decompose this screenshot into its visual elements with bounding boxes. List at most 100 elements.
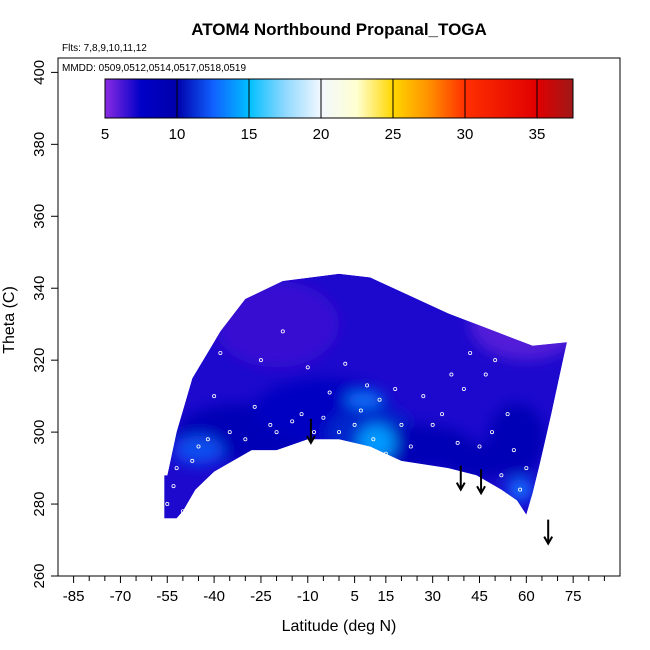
- sample-point: [180, 509, 185, 514]
- x-tick-label: 45: [471, 588, 488, 605]
- sample-point: [449, 372, 454, 377]
- colorbar-tick-label: 20: [313, 126, 330, 143]
- sample-point: [477, 444, 482, 449]
- x-tick-label: -85: [63, 588, 85, 605]
- field-patch: [357, 424, 396, 461]
- x-tick-label: -55: [156, 588, 178, 605]
- sample-point: [205, 437, 210, 442]
- colorbar-tick-label: 30: [457, 126, 474, 143]
- sample-point: [321, 415, 326, 420]
- dates-subtitle: MMDD: 0509,0512,0514,0517,0518,0519: [62, 63, 246, 74]
- x-tick-label: -70: [110, 588, 132, 605]
- field-patch: [214, 281, 339, 368]
- sample-point: [343, 361, 348, 366]
- flight-arrow: [543, 519, 554, 546]
- sample-point: [430, 422, 435, 427]
- flight-arrow: [455, 465, 466, 492]
- y-axis-label: Theta (C): [1, 286, 18, 354]
- sample-point: [268, 422, 273, 427]
- y-tick-label: 300: [31, 420, 48, 445]
- x-tick-label: 75: [565, 588, 582, 605]
- y-axis: 260 280 300 320 340 360 380 400: [31, 60, 58, 589]
- x-axis: -85 -70 -55 -40 -25 -10 5 15 30 45 60 75: [63, 575, 620, 605]
- sample-point: [533, 494, 538, 499]
- field-patch: [173, 435, 224, 465]
- x-tick-label: 30: [424, 588, 441, 605]
- sample-point: [280, 329, 285, 334]
- sample-point: [511, 448, 516, 453]
- sample-point: [258, 358, 263, 363]
- y-tick-label: 380: [31, 132, 48, 157]
- field-patch: [488, 403, 546, 476]
- sample-point: [171, 484, 176, 489]
- sample-point: [399, 422, 404, 427]
- sample-point: [243, 437, 248, 442]
- y-tick-label: 360: [31, 204, 48, 229]
- sample-point: [174, 466, 179, 471]
- sample-point: [336, 430, 341, 435]
- colorbar-tick-label: 35: [529, 126, 546, 143]
- sample-point: [371, 437, 376, 442]
- x-tick-label: 60: [518, 588, 535, 605]
- sample-point: [312, 430, 317, 435]
- flight-arrow: [476, 469, 486, 496]
- sample-point: [461, 386, 466, 391]
- sample-point: [524, 466, 529, 471]
- field-patch: [470, 288, 567, 361]
- sample-points: [165, 329, 541, 514]
- y-tick-label: 280: [31, 492, 48, 517]
- sample-point: [383, 451, 388, 456]
- sample-point: [358, 408, 363, 413]
- sample-point: [489, 430, 494, 435]
- concentration-field: [164, 273, 567, 519]
- sample-point: [365, 383, 370, 388]
- x-tick-label: -25: [250, 588, 272, 605]
- x-axis-label: Latitude (deg N): [282, 618, 397, 635]
- colorbar-tick-label: 5: [101, 126, 109, 143]
- y-tick-label: 340: [31, 276, 48, 301]
- sample-point: [518, 487, 523, 492]
- sample-point: [212, 394, 217, 399]
- chart-title: ATOM4 Northbound Propanal_TOGA: [191, 20, 487, 39]
- sample-point: [505, 412, 510, 417]
- sample-point: [327, 390, 332, 395]
- sample-point: [483, 372, 488, 377]
- colorbar-tick-label: 10: [169, 126, 186, 143]
- sample-point: [377, 397, 382, 402]
- flight-arrows: [306, 418, 554, 546]
- sample-point: [536, 509, 541, 514]
- colorbar: 5 10 15 20 25 30 35: [101, 78, 574, 143]
- sample-point: [499, 473, 504, 478]
- sample-point: [274, 430, 279, 435]
- sample-point: [196, 444, 201, 449]
- field-patch: [507, 478, 533, 501]
- sample-point: [252, 404, 257, 409]
- colorbar-tick-label: 15: [241, 126, 258, 143]
- x-tick-label: 5: [350, 588, 358, 605]
- sample-point: [290, 419, 295, 424]
- sample-point: [393, 386, 398, 391]
- sample-point: [455, 440, 460, 445]
- y-tick-label: 260: [31, 563, 48, 588]
- y-tick-label: 400: [31, 60, 48, 85]
- flight-arrow: [306, 418, 316, 445]
- sample-point: [305, 365, 310, 370]
- sample-point: [468, 350, 473, 355]
- sample-point: [493, 358, 498, 363]
- sample-point: [165, 502, 170, 507]
- sample-point: [190, 458, 195, 463]
- y-tick-label: 320: [31, 348, 48, 373]
- sample-point: [408, 444, 413, 449]
- x-tick-label: -40: [203, 588, 225, 605]
- sample-point: [421, 394, 426, 399]
- sample-point: [440, 412, 445, 417]
- sample-point: [218, 350, 223, 355]
- sample-point: [530, 498, 535, 503]
- x-tick-label: 15: [377, 588, 394, 605]
- sample-point: [352, 422, 357, 427]
- x-tick-label: -10: [297, 588, 319, 605]
- field-patch: [345, 392, 383, 407]
- colorbar-gradient: [104, 78, 574, 119]
